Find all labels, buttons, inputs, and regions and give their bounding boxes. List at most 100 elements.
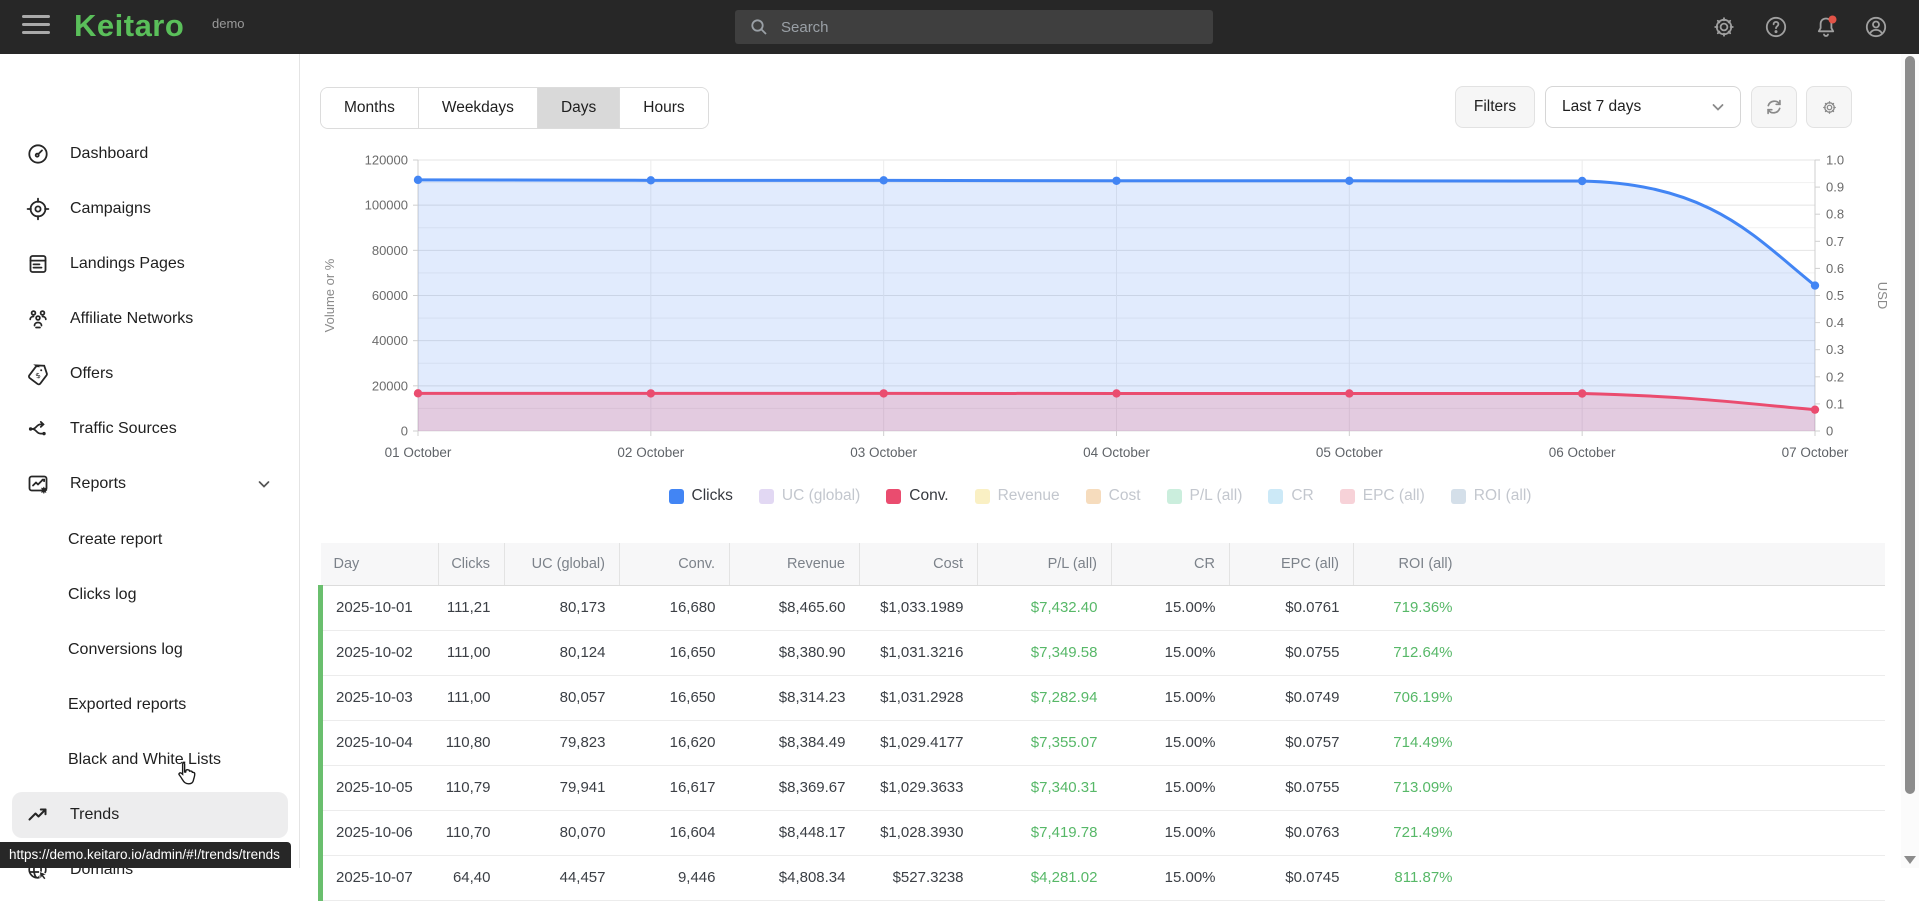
legend-swatch bbox=[669, 489, 684, 504]
column-header-uc-global-[interactable]: UC (global) bbox=[505, 543, 620, 585]
cell-epc-all-: $0.0755 bbox=[1230, 630, 1354, 675]
notifications-icon[interactable] bbox=[1813, 14, 1839, 40]
trends-chart: 02000040000600008000010000012000000.10.2… bbox=[318, 146, 1893, 476]
column-header-day[interactable]: Day bbox=[321, 543, 439, 585]
account-icon[interactable] bbox=[1863, 14, 1889, 40]
scrollbar-thumb[interactable] bbox=[1905, 56, 1915, 794]
tab-weekdays[interactable]: Weekdays bbox=[419, 88, 538, 128]
legend-item-cost[interactable]: Cost bbox=[1086, 487, 1141, 505]
sidebar-item-landings-pages[interactable]: Landings Pages bbox=[12, 242, 288, 286]
tab-months[interactable]: Months bbox=[321, 88, 419, 128]
tab-days[interactable]: Days bbox=[538, 88, 620, 128]
cell-uc-global-: 44,457 bbox=[505, 855, 620, 900]
legend-item-cr[interactable]: CR bbox=[1268, 487, 1313, 505]
help-icon[interactable] bbox=[1763, 14, 1789, 40]
column-header-clicks[interactable]: Clicks bbox=[439, 543, 505, 585]
legend-item-conv-[interactable]: Conv. bbox=[886, 487, 948, 505]
cell-uc-global-: 80,070 bbox=[505, 810, 620, 855]
hamburger-menu-icon[interactable] bbox=[22, 15, 50, 39]
top-bar: Keitaro demo bbox=[0, 0, 1919, 54]
search-input[interactable] bbox=[781, 19, 1213, 36]
svg-text:40000: 40000 bbox=[372, 333, 408, 348]
search-icon bbox=[749, 17, 769, 37]
sidebar-item-exported-reports[interactable]: Exported reports bbox=[12, 683, 288, 727]
chevron-down-icon[interactable] bbox=[256, 476, 272, 497]
sidebar-item-create-report[interactable]: Create report bbox=[12, 518, 288, 562]
refresh-button[interactable] bbox=[1751, 86, 1797, 128]
sidebar-item-reports[interactable]: Reports bbox=[12, 462, 288, 506]
cell-roi-all-: 721.49% bbox=[1354, 810, 1467, 855]
cell-roi-all-: 706.19% bbox=[1354, 675, 1467, 720]
cell-uc-global-: 80,124 bbox=[505, 630, 620, 675]
trending-icon bbox=[26, 803, 50, 827]
chart-legend: Clicks UC (global) Conv. Revenue Cost P/L (al… bbox=[318, 487, 1882, 505]
legend-item-uc-global-[interactable]: UC (global) bbox=[759, 487, 860, 505]
scrollbar-down-arrow[interactable] bbox=[1904, 856, 1916, 864]
date-range-value: Last 7 days bbox=[1562, 98, 1641, 116]
sidebar-item-label: Affiliate Networks bbox=[70, 310, 193, 328]
column-header-revenue[interactable]: Revenue bbox=[730, 543, 860, 585]
sidebar-item-campaigns[interactable]: Campaigns bbox=[12, 187, 288, 231]
env-label: demo bbox=[212, 16, 245, 31]
chart-settings-button[interactable] bbox=[1806, 86, 1852, 128]
svg-text:60000: 60000 bbox=[372, 288, 408, 303]
cell-conv-: 16,604 bbox=[620, 810, 730, 855]
cell-revenue: $8,465.60 bbox=[730, 585, 860, 630]
cell-cost: $1,029.4177 bbox=[860, 720, 978, 765]
date-range-select[interactable]: Last 7 days bbox=[1545, 86, 1741, 128]
settings-icon[interactable] bbox=[1711, 14, 1737, 40]
sidebar-item-traffic-sources[interactable]: Traffic Sources bbox=[12, 407, 288, 451]
cell-roi-all-: 713.09% bbox=[1354, 765, 1467, 810]
column-header-conv-[interactable]: Conv. bbox=[620, 543, 730, 585]
keitaro-logo: Keitaro bbox=[74, 8, 184, 44]
sidebar-item-offers[interactable]: $Offers bbox=[12, 352, 288, 396]
cell-revenue: $8,384.49 bbox=[730, 720, 860, 765]
sidebar-item-clicks-log[interactable]: Clicks log bbox=[12, 573, 288, 617]
sidebar-item-dashboard[interactable]: Dashboard bbox=[12, 132, 288, 176]
legend-item-clicks[interactable]: Clicks bbox=[669, 487, 733, 505]
legend-label: Cost bbox=[1109, 487, 1141, 505]
legend-swatch bbox=[1340, 489, 1355, 504]
legend-item-revenue[interactable]: Revenue bbox=[975, 487, 1060, 505]
column-header-cost[interactable]: Cost bbox=[860, 543, 978, 585]
column-header-p-l-all-[interactable]: P/L (all) bbox=[978, 543, 1112, 585]
cell-revenue: $8,369.67 bbox=[730, 765, 860, 810]
cell-p-l-all-: $7,432.40 bbox=[978, 585, 1112, 630]
sidebar-item-conversions-log[interactable]: Conversions log bbox=[12, 628, 288, 672]
legend-item-epc-all-[interactable]: EPC (all) bbox=[1340, 487, 1425, 505]
column-header-roi-all-[interactable]: ROI (all) bbox=[1354, 543, 1467, 585]
sidebar-item-label: Campaigns bbox=[70, 200, 151, 218]
cell-cost: $1,033.1989 bbox=[860, 585, 978, 630]
sidebar-item-black-and-white-lists[interactable]: Black and White Lists bbox=[12, 738, 288, 782]
sidebar-item-trends[interactable]: Trends bbox=[12, 792, 288, 838]
svg-text:80000: 80000 bbox=[372, 243, 408, 258]
sidebar: Dashboard Campaigns Landings Pages Affiliat… bbox=[0, 54, 300, 868]
svg-text:0: 0 bbox=[401, 424, 408, 439]
tab-hours[interactable]: Hours bbox=[620, 88, 707, 128]
column-header-epc-all-[interactable]: EPC (all) bbox=[1230, 543, 1354, 585]
cell-uc-global-: 79,823 bbox=[505, 720, 620, 765]
cell-clicks: 111,00 bbox=[439, 630, 505, 675]
legend-swatch bbox=[975, 489, 990, 504]
cell-cr: 15.00% bbox=[1112, 765, 1230, 810]
legend-item-p-l-all-[interactable]: P/L (all) bbox=[1167, 487, 1243, 505]
filters-button[interactable]: Filters bbox=[1455, 86, 1535, 128]
legend-item-roi-all-[interactable]: ROI (all) bbox=[1451, 487, 1532, 505]
sidebar-item-affiliate-networks[interactable]: Affiliate Networks bbox=[12, 297, 288, 341]
cell-conv-: 16,650 bbox=[620, 675, 730, 720]
sidebar-item-label: Black and White Lists bbox=[68, 751, 221, 769]
svg-text:03 October: 03 October bbox=[850, 445, 917, 460]
split-icon bbox=[26, 417, 50, 441]
cell-day: 2025-10-02 bbox=[321, 630, 439, 675]
search-box[interactable] bbox=[735, 10, 1213, 44]
sidebar-item-label: Landings Pages bbox=[70, 255, 185, 273]
cell-day: 2025-10-01 bbox=[321, 585, 439, 630]
cell-uc-global-: 80,173 bbox=[505, 585, 620, 630]
cell-cost: $527.3238 bbox=[860, 855, 978, 900]
cell-p-l-all-: $4,281.02 bbox=[978, 855, 1112, 900]
cell-cr: 15.00% bbox=[1112, 585, 1230, 630]
cell-clicks: 110,79 bbox=[439, 765, 505, 810]
column-header-cr[interactable]: CR bbox=[1112, 543, 1230, 585]
